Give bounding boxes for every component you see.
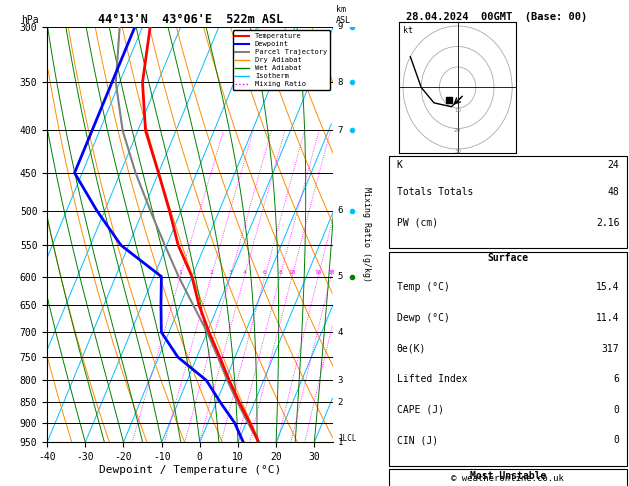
Text: 6: 6: [338, 207, 343, 215]
Text: 3: 3: [338, 376, 343, 385]
Text: Most Unstable: Most Unstable: [470, 471, 546, 481]
Text: 4: 4: [338, 328, 343, 337]
Text: 6: 6: [613, 374, 620, 384]
Text: 1LCL: 1LCL: [338, 434, 356, 443]
Text: CIN (J): CIN (J): [396, 435, 438, 445]
Text: Lifted Index: Lifted Index: [396, 374, 467, 384]
Text: 5: 5: [338, 272, 343, 281]
Text: 3: 3: [228, 270, 232, 275]
Text: 0: 0: [613, 405, 620, 415]
Text: 16: 16: [314, 270, 322, 275]
Text: PW (cm): PW (cm): [396, 218, 438, 227]
Text: 48: 48: [608, 187, 620, 197]
Text: 30: 30: [454, 149, 461, 154]
Text: 20: 20: [327, 270, 335, 275]
Text: 4: 4: [243, 270, 246, 275]
Title: 44°13'N  43°06'E  522m ASL: 44°13'N 43°06'E 522m ASL: [97, 13, 283, 26]
Text: 0: 0: [613, 435, 620, 445]
Text: 10: 10: [288, 270, 296, 275]
Text: K: K: [396, 160, 403, 170]
Text: 2: 2: [338, 398, 343, 407]
Bar: [389, 469, 626, 486]
Text: 8: 8: [338, 78, 343, 87]
Text: 15.4: 15.4: [596, 282, 620, 292]
Text: θe(K): θe(K): [396, 344, 426, 353]
Text: 28.04.2024  00GMT  (Base: 00): 28.04.2024 00GMT (Base: 00): [406, 12, 587, 22]
Legend: Temperature, Dewpoint, Parcel Trajectory, Dry Adiabat, Wet Adiabat, Isotherm, Mi: Temperature, Dewpoint, Parcel Trajectory…: [233, 30, 330, 90]
Text: km
ASL: km ASL: [337, 5, 351, 25]
Text: 20: 20: [454, 128, 461, 134]
Text: Mixing Ratio (g/kg): Mixing Ratio (g/kg): [362, 187, 371, 282]
Text: 8: 8: [278, 270, 282, 275]
Bar: [389, 252, 626, 466]
Text: kt: kt: [403, 26, 413, 35]
Text: Totals Totals: Totals Totals: [396, 187, 473, 197]
Text: Dewp (°C): Dewp (°C): [396, 313, 449, 323]
Text: 1: 1: [179, 270, 182, 275]
Text: 24: 24: [608, 160, 620, 170]
Bar: [389, 156, 626, 248]
Text: hPa: hPa: [21, 15, 39, 25]
Text: 11.4: 11.4: [596, 313, 620, 323]
Text: 2.16: 2.16: [596, 218, 620, 227]
Text: 10: 10: [454, 108, 461, 113]
Text: CAPE (J): CAPE (J): [396, 405, 443, 415]
Text: Temp (°C): Temp (°C): [396, 282, 449, 292]
Text: 7: 7: [338, 126, 343, 135]
Text: © weatheronline.co.uk: © weatheronline.co.uk: [452, 474, 564, 483]
Text: 1: 1: [338, 438, 343, 447]
Text: 6: 6: [263, 270, 267, 275]
Text: 9: 9: [338, 22, 343, 31]
Text: 2: 2: [209, 270, 213, 275]
Text: 317: 317: [602, 344, 620, 353]
X-axis label: Dewpoint / Temperature (°C): Dewpoint / Temperature (°C): [99, 465, 281, 475]
Text: Surface: Surface: [487, 253, 528, 263]
